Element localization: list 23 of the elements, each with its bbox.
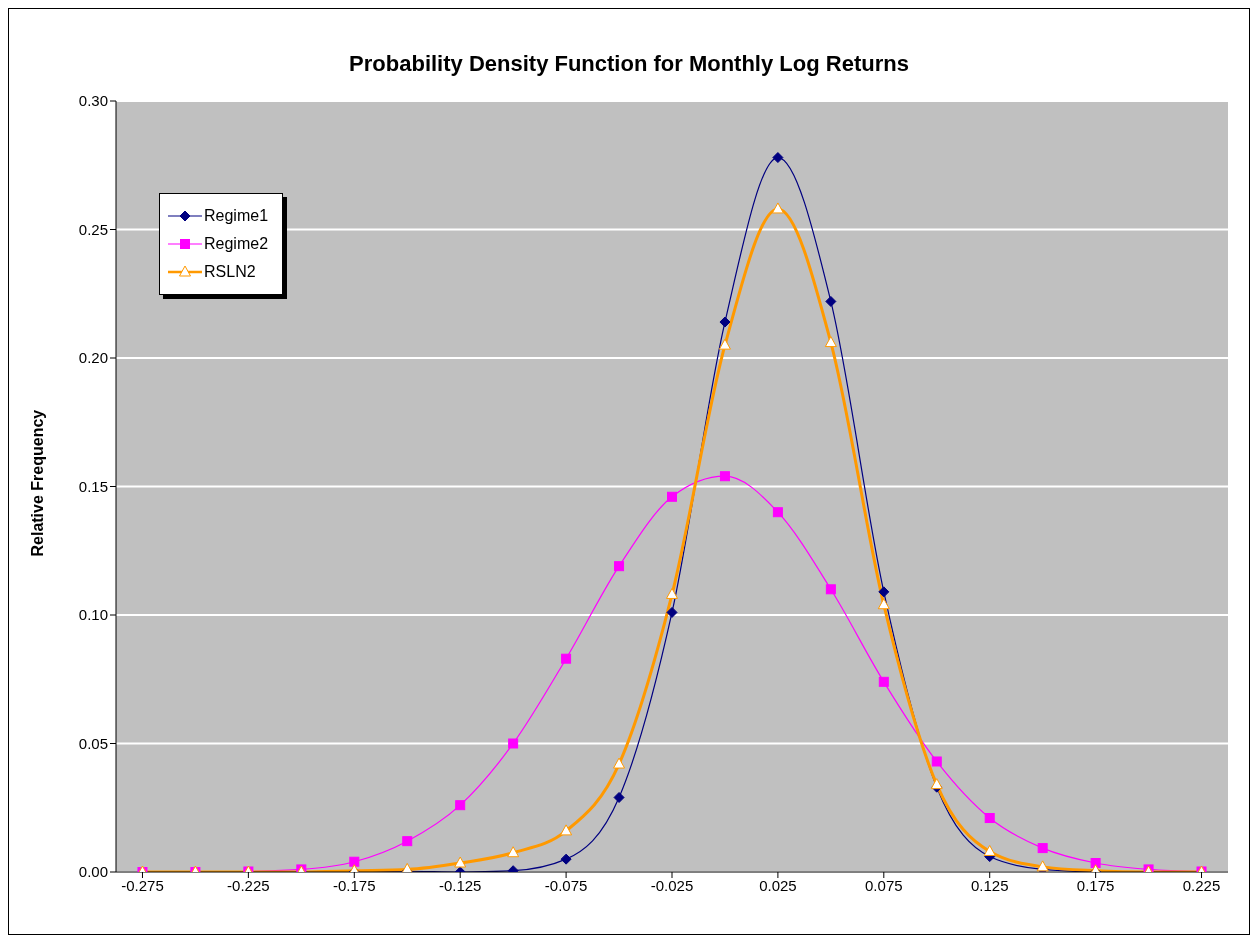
- x-tick-label: 0.075: [865, 876, 903, 894]
- chart-title: Probability Density Function for Monthly Log Returns: [348, 51, 910, 77]
- x-tick-label: -0.025: [650, 876, 694, 894]
- legend-label: Regime2: [204, 235, 269, 253]
- x-tick-label: -0.075: [544, 876, 588, 894]
- x-tick-label: -0.225: [227, 876, 270, 894]
- x-tick-label: 0.025: [759, 876, 797, 894]
- x-tick-label: 0.125: [970, 876, 1009, 894]
- x-tick-label: -0.125: [438, 876, 482, 894]
- x-tick-label: -0.275: [121, 876, 164, 894]
- y-tick-label: 0.20: [78, 349, 108, 367]
- y-tick-label: 0.10: [78, 606, 108, 624]
- legend-label: RSLN2: [204, 263, 256, 281]
- y-tick-label: 0.05: [78, 734, 108, 752]
- y-tick-label: 0.00: [78, 863, 108, 881]
- y-tick-label: 0.15: [78, 477, 108, 495]
- x-tick-label: -0.175: [333, 876, 376, 894]
- x-tick-label: 0.175: [1076, 876, 1115, 894]
- y-tick-label: 0.25: [78, 220, 108, 238]
- y-axis-title: Relative Frequency: [28, 409, 46, 557]
- x-tick-label: 0.225: [1182, 876, 1221, 894]
- legend-label: Regime1: [204, 207, 269, 225]
- y-tick-label: 0.30: [78, 92, 108, 110]
